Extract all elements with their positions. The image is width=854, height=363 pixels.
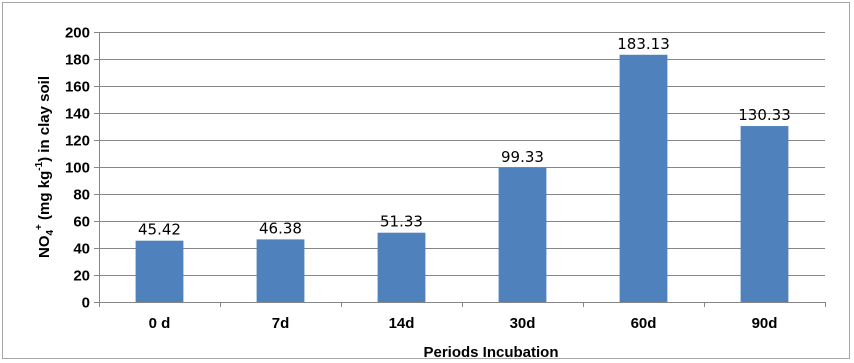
x-category-label: 14d bbox=[389, 315, 415, 332]
data-label: 45.42 bbox=[138, 221, 181, 239]
bar-14d bbox=[377, 232, 426, 302]
data-label: 130.33 bbox=[738, 106, 791, 124]
bar-0d bbox=[135, 240, 184, 302]
y-tick-label: 160 bbox=[65, 79, 90, 96]
y-title-base: NO bbox=[36, 235, 53, 258]
y-tick-label: 120 bbox=[65, 133, 90, 150]
bars bbox=[135, 54, 789, 302]
x-category-label: 7d bbox=[272, 315, 290, 332]
data-label: 99.33 bbox=[501, 148, 544, 166]
x-category-label: 0 d bbox=[149, 315, 171, 332]
x-category-label: 60d bbox=[631, 315, 657, 332]
gridlines bbox=[94, 32, 826, 307]
y-tick-label: 100 bbox=[65, 160, 90, 177]
bar-30d bbox=[498, 167, 547, 302]
y-tick-label: 60 bbox=[73, 214, 90, 231]
bar-7d bbox=[256, 239, 305, 302]
x-category-label: 90d bbox=[752, 315, 778, 332]
data-labels: 45.42 46.38 51.33 99.33 183.13 130.33 bbox=[138, 35, 791, 239]
y-tick-labels: 0 20 40 60 80 100 120 140 160 180 200 bbox=[65, 25, 90, 312]
x-category-label: 30d bbox=[510, 315, 536, 332]
axes bbox=[99, 32, 825, 303]
y-title-sup: + bbox=[34, 224, 45, 230]
x-axis-title: Periods Incubation bbox=[423, 344, 558, 361]
bar-60d bbox=[619, 54, 668, 302]
data-label: 51.33 bbox=[380, 213, 423, 231]
y-tick-label: 20 bbox=[73, 268, 90, 285]
y-axis-title: NO4+ (mg kg-1) in clay soil bbox=[34, 76, 56, 258]
y-tick-label: 0 bbox=[82, 295, 90, 312]
x-category-labels: 0 d 7d 14d 30d 60d 90d bbox=[149, 315, 778, 332]
y-title-unit-sup: -1 bbox=[34, 161, 45, 170]
data-label: 183.13 bbox=[617, 35, 670, 53]
bar-90d bbox=[740, 126, 789, 302]
y-title-end: ) in clay soil bbox=[36, 76, 53, 162]
y-tick-label: 180 bbox=[65, 52, 90, 69]
y-tick-label: 40 bbox=[73, 241, 90, 258]
y-tick-label: 140 bbox=[65, 106, 90, 123]
y-title-mid: (mg kg bbox=[36, 171, 53, 224]
y-tick-label: 80 bbox=[73, 187, 90, 204]
y-title-sub: 4 bbox=[45, 230, 56, 236]
y-tick-label: 200 bbox=[65, 25, 90, 42]
data-label: 46.38 bbox=[259, 219, 302, 237]
